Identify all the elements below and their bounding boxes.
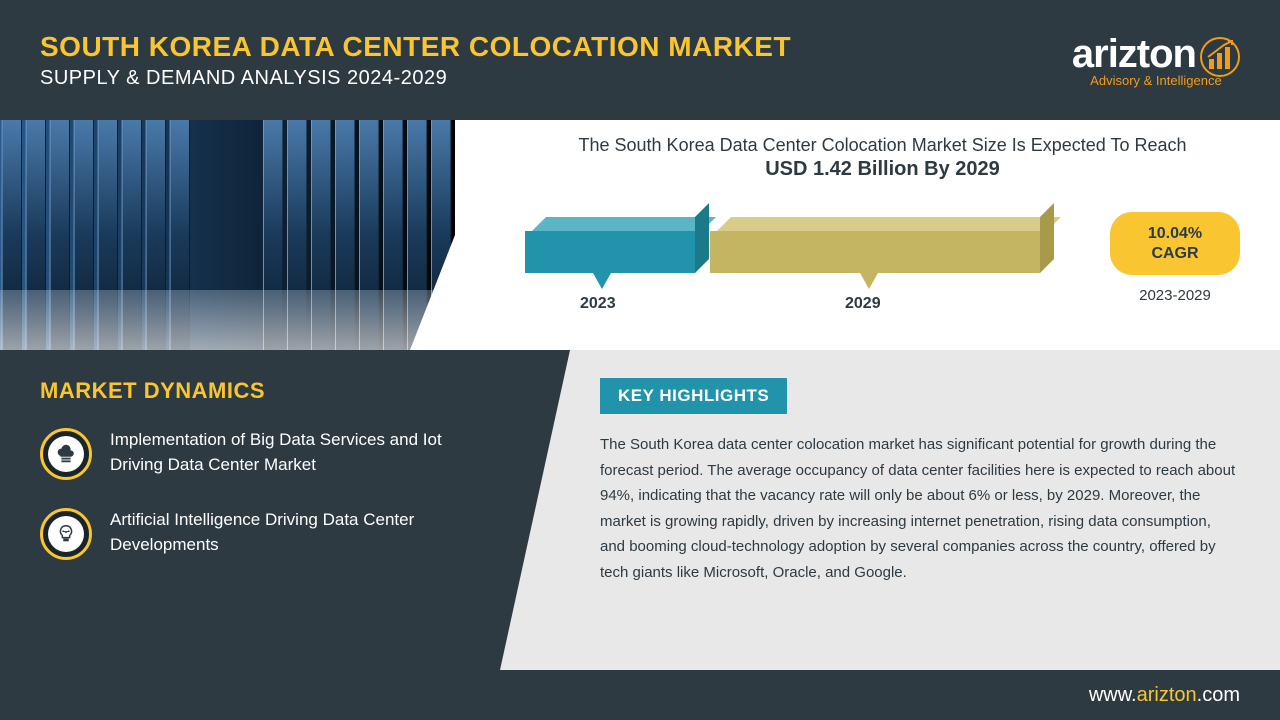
datacenter-image	[0, 120, 455, 350]
footer-url: www.arizton.com	[1089, 684, 1240, 707]
page-subtitle: SUPPLY & DEMAND ANALYSIS 2024-2029	[40, 67, 791, 90]
mid-section: The South Korea Data Center Colocation M…	[0, 120, 1280, 350]
logo-tagline: Advisory & Intelligence	[1090, 73, 1222, 88]
cagr-pill: 10.04% CAGR	[1110, 212, 1240, 274]
key-highlights-body: The South Korea data center colocation m…	[600, 432, 1240, 585]
market-size-line2: USD 1.42 Billion By 2029	[525, 158, 1240, 181]
header-text: SOUTH KOREA DATA CENTER COLOCATION MARKE…	[40, 31, 791, 90]
market-size-line1: The South Korea Data Center Colocation M…	[525, 135, 1240, 156]
cagr-label: CAGR	[1151, 245, 1198, 262]
logo-text: arizton	[1072, 32, 1196, 77]
dynamics-item: Artificial Intelligence Driving Data Cen…	[40, 508, 460, 560]
pointer-2023-icon	[593, 273, 611, 289]
key-highlights-title: KEY HIGHLIGHTS	[600, 378, 787, 414]
market-dynamics-panel: MARKET DYNAMICS Implementation of Big Da…	[0, 350, 500, 670]
footer: www.arizton.com	[0, 670, 1280, 720]
cagr-period: 2023-2029	[1110, 287, 1240, 304]
header: SOUTH KOREA DATA CENTER COLOCATION MARKE…	[0, 0, 1280, 120]
bar-2023	[525, 217, 695, 273]
bar-label-2023: 2023	[580, 295, 616, 313]
cagr-value: 10.04%	[1148, 225, 1202, 242]
pointer-2029-icon	[860, 273, 878, 289]
growth-bars: 2023 2029	[525, 203, 1080, 313]
brand-logo: arizton Advisory & Intelligence	[1072, 32, 1240, 88]
key-highlights-panel: KEY HIGHLIGHTS The South Korea data cent…	[500, 350, 1280, 670]
page-title: SOUTH KOREA DATA CENTER COLOCATION MARKE…	[40, 31, 791, 63]
dynamics-text: Implementation of Big Data Services and …	[110, 428, 460, 477]
dynamics-text: Artificial Intelligence Driving Data Cen…	[110, 508, 460, 557]
cloud-data-icon	[40, 428, 92, 480]
footer-www: www.	[1089, 684, 1137, 706]
lower-section: MARKET DYNAMICS Implementation of Big Da…	[0, 350, 1280, 670]
bar-2029	[710, 217, 1040, 273]
market-dynamics-title: MARKET DYNAMICS	[40, 378, 460, 404]
market-size-panel: The South Korea Data Center Colocation M…	[455, 120, 1280, 350]
footer-domain: arizton	[1137, 684, 1197, 706]
dynamics-item: Implementation of Big Data Services and …	[40, 428, 460, 480]
bar-label-2029: 2029	[845, 295, 881, 313]
cagr-box: 10.04% CAGR 2023-2029	[1110, 212, 1240, 303]
footer-tld: .com	[1197, 684, 1240, 706]
bar-chart-icon	[1200, 37, 1240, 77]
ai-bulb-icon	[40, 508, 92, 560]
